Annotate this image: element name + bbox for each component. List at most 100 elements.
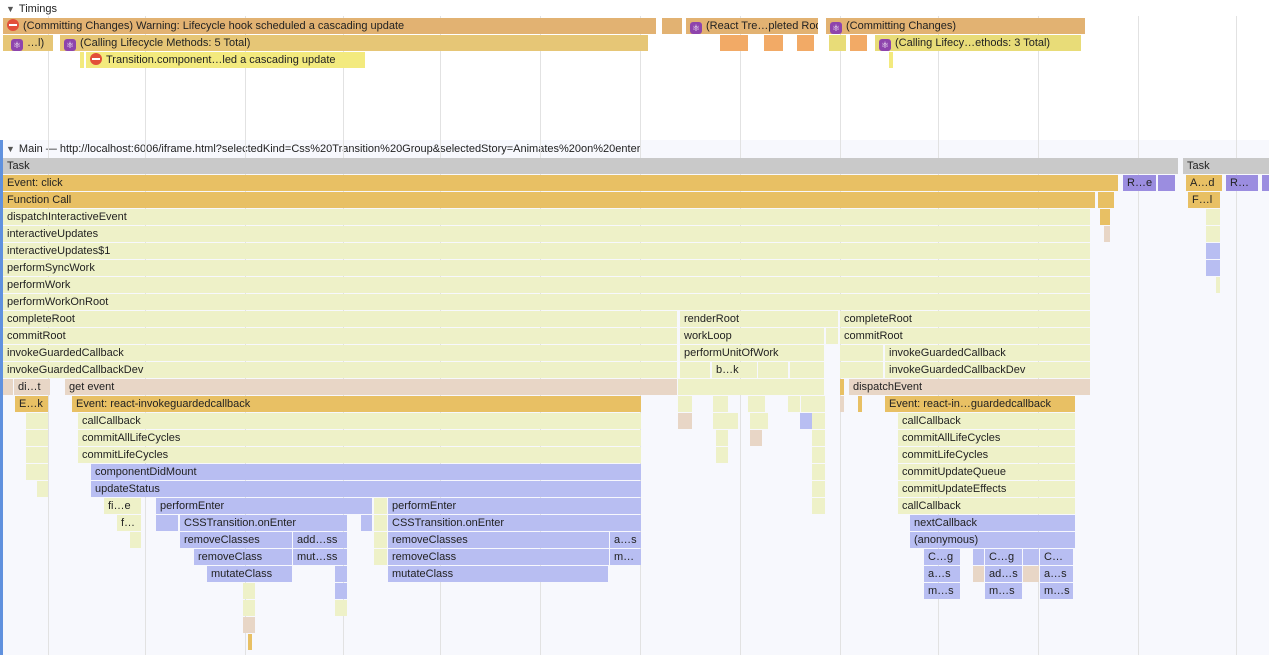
flame-block-c-g[interactable]: C…g	[985, 549, 1022, 565]
flame-block-removeclasses[interactable]: removeClasses	[388, 532, 609, 548]
flame-block-m-s[interactable]: m…s	[985, 583, 1022, 599]
flame-block[interactable]	[812, 481, 825, 497]
flame-block-anonymous[interactable]: (anonymous)	[910, 532, 1075, 548]
flame-block-performsyncwork[interactable]: performSyncWork	[3, 260, 1090, 276]
flame-block-m-[interactable]: m…	[610, 549, 641, 565]
flame-block-a-s[interactable]: a…s	[1040, 566, 1073, 582]
flame-block[interactable]	[812, 498, 825, 514]
flame-block-di-t[interactable]: di…t	[14, 379, 50, 395]
flame-block[interactable]	[1206, 226, 1220, 242]
flame-block-task[interactable]: Task	[1183, 158, 1269, 174]
flame-block-react-tree[interactable]: ⚛ (React Tre…pleted Root)	[686, 18, 818, 34]
flame-block[interactable]	[812, 464, 825, 480]
flame-block[interactable]	[335, 566, 347, 582]
flame-block-invokeguardedcallback[interactable]: invokeGuardedCallback	[885, 345, 1090, 361]
flame-block-r-[interactable]: R…	[1226, 175, 1258, 191]
flame-block-calling-3[interactable]: ⚛ (Calling Lifecy…ethods: 3 Total)	[875, 35, 1081, 51]
flame-block[interactable]	[750, 430, 762, 446]
flame-block[interactable]	[716, 447, 728, 463]
flame-block[interactable]	[335, 600, 347, 616]
flame-block[interactable]	[1098, 192, 1114, 208]
flame-block-completeroot[interactable]: completeRoot	[840, 311, 1090, 327]
flame-block-performworkonroot[interactable]: performWorkOnRoot	[3, 294, 1090, 310]
flame-block[interactable]	[716, 430, 728, 446]
flame-block-b-k[interactable]: b…k	[712, 362, 757, 378]
flame-block-r-e[interactable]: R…e	[1123, 175, 1156, 191]
flame-block[interactable]	[1206, 209, 1220, 225]
flame-block-componentdidmount[interactable]: componentDidMount	[91, 464, 641, 480]
flame-block[interactable]	[812, 430, 825, 446]
flame-block[interactable]	[361, 515, 372, 531]
flame-block-callcallback[interactable]: callCallback	[898, 413, 1075, 429]
flame-block-mutateclass[interactable]: mutateClass	[388, 566, 608, 582]
flame-block-callcallback[interactable]: callCallback	[78, 413, 641, 429]
flame-block[interactable]	[826, 328, 838, 344]
timings-header[interactable]: ▼ Timings	[6, 2, 57, 16]
flame-block[interactable]	[243, 583, 255, 599]
flame-block[interactable]	[156, 515, 178, 531]
flame-block-dispatchevent[interactable]: dispatchEvent	[849, 379, 1090, 395]
flame-block[interactable]	[80, 52, 84, 68]
flame-block-removeclass[interactable]: removeClass	[194, 549, 292, 565]
flame-block-workloop[interactable]: workLoop	[680, 328, 824, 344]
flame-block-event-react[interactable]: Event: react-invokeguardedcallback	[72, 396, 641, 412]
flame-block-fi-e[interactable]: fi…e	[104, 498, 141, 514]
flame-block[interactable]	[1262, 175, 1269, 191]
flame-block-c-g[interactable]: C…g	[924, 549, 960, 565]
flame-block[interactable]	[26, 464, 48, 480]
flame-block-callcallback[interactable]: callCallback	[898, 498, 1075, 514]
flame-block[interactable]	[790, 362, 824, 378]
flame-block-performenter[interactable]: performEnter	[156, 498, 372, 514]
flame-block-removeclasses[interactable]: removeClasses	[180, 532, 292, 548]
flame-block[interactable]	[1100, 209, 1110, 225]
flame-block[interactable]	[374, 532, 387, 548]
flame-block-a-s[interactable]: a…s	[924, 566, 960, 582]
flame-block[interactable]	[764, 35, 783, 51]
flame-block-commitalllifecycles[interactable]: commitAllLifeCycles	[898, 430, 1075, 446]
flame-block[interactable]	[3, 35, 7, 51]
flame-block[interactable]	[1104, 226, 1110, 242]
flame-block[interactable]	[720, 35, 748, 51]
flame-block[interactable]	[829, 35, 846, 51]
flame-block-transition-warning[interactable]: Transition.component…led a cascading upd…	[86, 52, 365, 68]
flame-block[interactable]	[3, 379, 13, 395]
flame-block-m-s[interactable]: m…s	[924, 583, 960, 599]
flame-block-cssonenter[interactable]: CSSTransition.onEnter	[388, 515, 641, 531]
flame-block-e-k[interactable]: E…k	[15, 396, 48, 412]
flame-block[interactable]	[680, 362, 710, 378]
flame-block[interactable]	[1023, 566, 1039, 582]
flame-block-mut-ss[interactable]: mut…ss	[293, 549, 347, 565]
collapse-triangle-icon[interactable]: ▼	[6, 4, 15, 14]
flame-block[interactable]	[858, 396, 862, 412]
flame-block[interactable]	[26, 430, 48, 446]
flame-block-invokeguardedcallbackdev[interactable]: invokeGuardedCallbackDev	[885, 362, 1090, 378]
flame-block[interactable]	[678, 413, 692, 429]
flame-block-f-[interactable]: f…	[117, 515, 141, 531]
flame-block[interactable]	[889, 52, 893, 68]
flame-block-commitupdatequeue[interactable]: commitUpdateQueue	[898, 464, 1075, 480]
flame-block[interactable]	[812, 447, 825, 463]
flame-block[interactable]	[973, 566, 984, 582]
flame-block-committing-warning[interactable]: (Committing Changes) Warning: Lifecycle …	[3, 18, 656, 34]
flame-block[interactable]	[26, 447, 48, 463]
flame-block-commitlifecycles[interactable]: commitLifeCycles	[898, 447, 1075, 463]
flame-block[interactable]	[248, 634, 252, 650]
flame-block[interactable]	[374, 498, 387, 514]
flame-block[interactable]	[800, 413, 812, 429]
flame-block-function-call[interactable]: Function Call	[3, 192, 1095, 208]
flame-block[interactable]	[750, 413, 768, 429]
flame-block[interactable]	[1023, 549, 1039, 565]
flame-block[interactable]	[662, 18, 682, 34]
flame-block-commitroot[interactable]: commitRoot	[3, 328, 677, 344]
flame-block-f-l[interactable]: F…l	[1188, 192, 1220, 208]
flame-block-cssonenter[interactable]: CSSTransition.onEnter	[180, 515, 347, 531]
flame-block[interactable]	[335, 583, 347, 599]
flame-block-committing[interactable]: ⚛ (Committing Changes)	[826, 18, 1085, 34]
flame-block[interactable]	[243, 600, 255, 616]
flame-block-commitalllifecycles[interactable]: commitAllLifeCycles	[78, 430, 641, 446]
flame-block[interactable]	[678, 396, 692, 412]
flame-block-interactiveupdates1[interactable]: interactiveUpdates$1	[3, 243, 1090, 259]
flame-block-calling-5[interactable]: ⚛ (Calling Lifecycle Methods: 5 Total)	[60, 35, 648, 51]
flame-block[interactable]	[374, 549, 387, 565]
flame-block-dispatchinteractiveevent[interactable]: dispatchInteractiveEvent	[3, 209, 1090, 225]
